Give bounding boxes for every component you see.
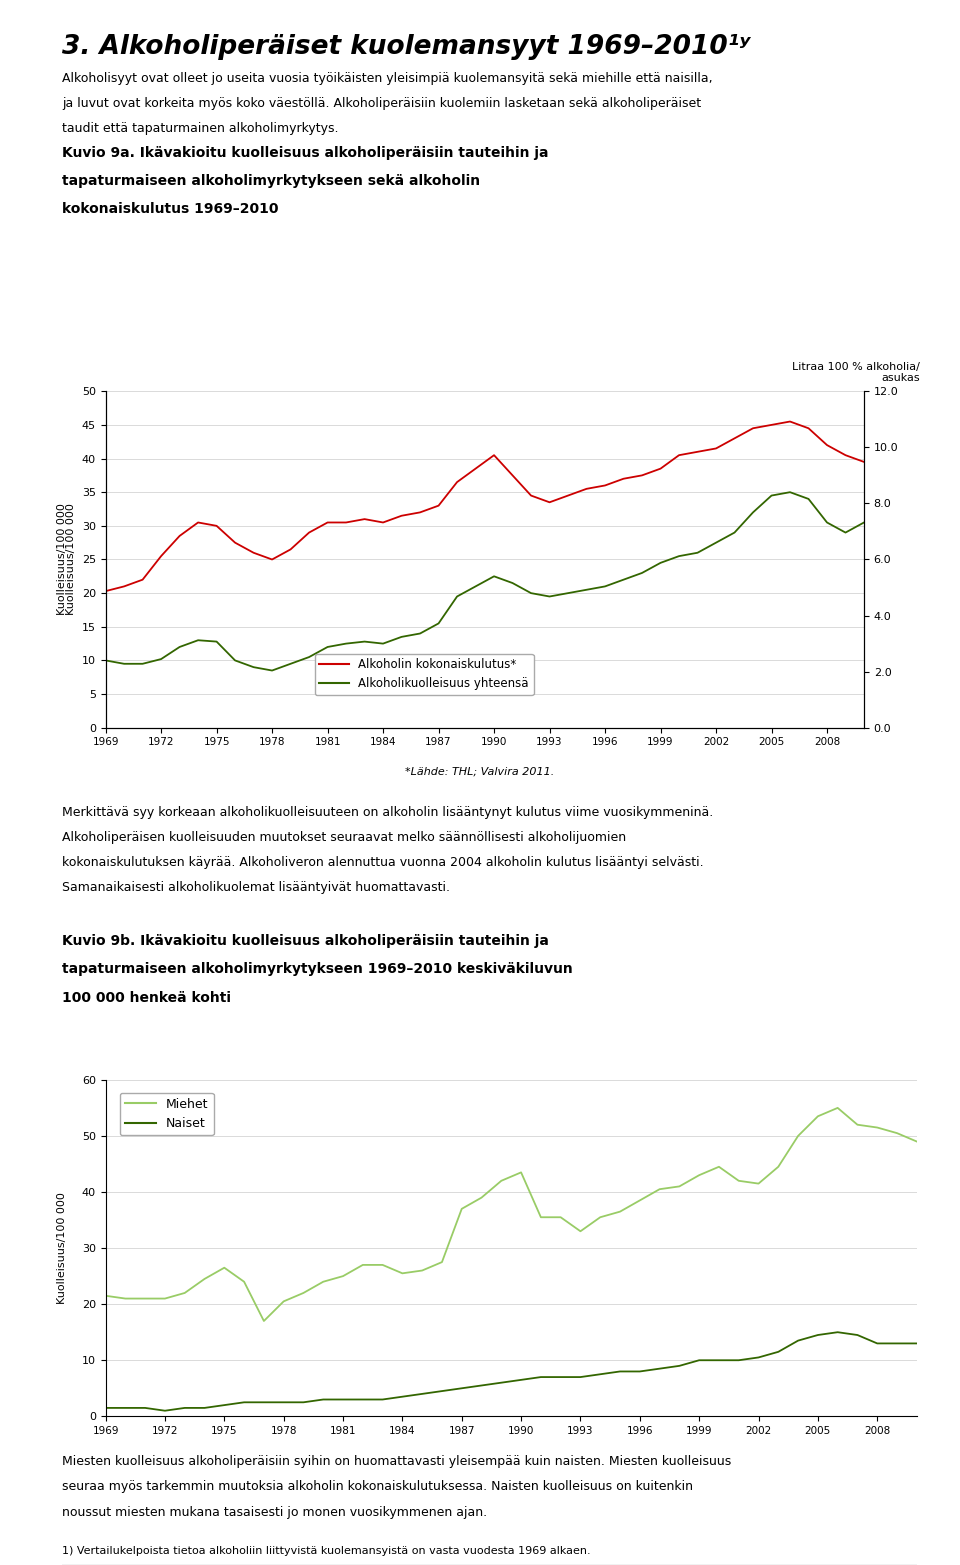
Text: Litraa 100 % alkoholia/
asukas: Litraa 100 % alkoholia/ asukas	[792, 362, 920, 383]
Text: tapaturmaiseen alkoholimyrkytykseen sekä alkoholin: tapaturmaiseen alkoholimyrkytykseen sekä…	[62, 174, 481, 188]
Text: kokonaiskulutuksen käyrää. Alkoholiveron alennuttua vuonna 2004 alkoholin kulutu: kokonaiskulutuksen käyrää. Alkoholiveron…	[62, 856, 704, 869]
Text: Alkoholisyyt ovat olleet jo useita vuosia työikäisten yleisimpiä kuolemansyitä s: Alkoholisyyt ovat olleet jo useita vuosi…	[62, 72, 713, 85]
Text: 100 000 henkeä kohti: 100 000 henkeä kohti	[62, 991, 231, 1005]
Text: Miesten kuolleisuus alkoholiperäisiin syihin on huomattavasti yleisempää kuin na: Miesten kuolleisuus alkoholiperäisiin sy…	[62, 1455, 732, 1468]
Text: 3. Alkoholiperäiset kuolemansyyt 1969–2010¹ʸ: 3. Alkoholiperäiset kuolemansyyt 1969–20…	[62, 34, 751, 61]
Text: Samanaikaisesti alkoholikuolemat lisääntyivät huomattavasti.: Samanaikaisesti alkoholikuolemat lisäänt…	[62, 881, 450, 894]
Text: seuraa myös tarkemmin muutoksia alkoholin kokonaiskulutuksessa. Naisten kuolleis: seuraa myös tarkemmin muutoksia alkoholi…	[62, 1480, 693, 1493]
Text: 1) Vertailukelpoista tietoa alkoholiin liittyvistä kuolemansyistä on vasta vuode: 1) Vertailukelpoista tietoa alkoholiin l…	[62, 1546, 591, 1556]
Text: Kuolleisuus/100 000: Kuolleisuus/100 000	[58, 1193, 67, 1304]
Text: kokonaiskulutus 1969–2010: kokonaiskulutus 1969–2010	[62, 202, 279, 216]
Text: Kuvio 9b. Ikävakioitu kuolleisuus alkoholiperäisiin tauteihin ja: Kuvio 9b. Ikävakioitu kuolleisuus alkoho…	[62, 934, 549, 948]
Text: Alkoholiperäisen kuolleisuuden muutokset seuraavat melko säännöllisesti alkoholi: Alkoholiperäisen kuolleisuuden muutokset…	[62, 831, 627, 844]
Text: *Lähde: THL; Valvira 2011.: *Lähde: THL; Valvira 2011.	[405, 767, 555, 776]
Legend: Alkoholin kokonaiskulutus*, Alkoholikuolleisuus yhteensä: Alkoholin kokonaiskulutus*, Alkoholikuol…	[315, 654, 534, 695]
Text: ja luvut ovat korkeita myös koko väestöllä. Alkoholiperäisiin kuolemiin lasketaa: ja luvut ovat korkeita myös koko väestöl…	[62, 97, 702, 110]
Text: Merkittävä syy korkeaan alkoholikuolleisuuteen on alkoholin lisääntynyt kulutus : Merkittävä syy korkeaan alkoholikuolleis…	[62, 806, 713, 818]
Legend: Miehet, Naiset: Miehet, Naiset	[120, 1092, 214, 1135]
Text: tapaturmaiseen alkoholimyrkytykseen 1969–2010 keskiväkiluvun: tapaturmaiseen alkoholimyrkytykseen 1969…	[62, 962, 573, 977]
Text: Kuvio 9a. Ikävakioitu kuolleisuus alkoholiperäisiin tauteihin ja: Kuvio 9a. Ikävakioitu kuolleisuus alkoho…	[62, 146, 549, 160]
Y-axis label: Kuolleisuus/100 000: Kuolleisuus/100 000	[66, 504, 76, 615]
Text: Kuolleisuus/100 000: Kuolleisuus/100 000	[58, 504, 67, 615]
Text: noussut miesten mukana tasaisesti jo monen vuosikymmenen ajan.: noussut miesten mukana tasaisesti jo mon…	[62, 1506, 488, 1518]
Text: taudit että tapaturmainen alkoholimyrkytys.: taudit että tapaturmainen alkoholimyrkyt…	[62, 122, 339, 135]
